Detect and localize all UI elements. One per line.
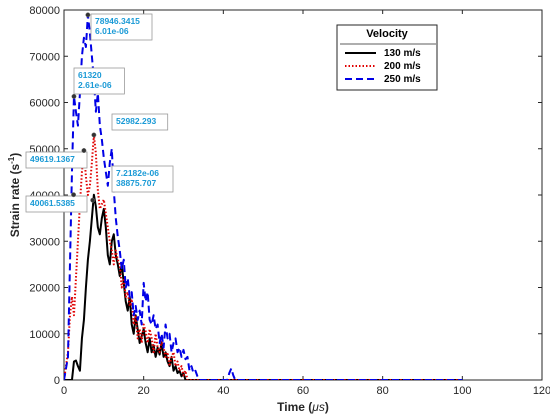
- y-tick-label: 80000: [29, 5, 60, 17]
- datatip-label: 38875.707: [116, 178, 156, 188]
- datatip-marker: [90, 197, 96, 203]
- y-tick-label: 20000: [29, 283, 60, 295]
- datatip-label: 2.61e-06: [78, 80, 112, 90]
- series-line-250: [64, 13, 463, 380]
- y-tick-label: 30000: [29, 236, 60, 248]
- legend-box: [336, 24, 438, 91]
- x-tick-label: 20: [138, 385, 150, 397]
- datatip-marker: [91, 132, 97, 138]
- x-tick-label: 120: [533, 385, 550, 397]
- datatip-box: [73, 67, 125, 95]
- y-tick-label: 0: [54, 375, 60, 387]
- x-tick-label: 60: [297, 385, 309, 397]
- x-tick-label: 80: [377, 385, 389, 397]
- datatip-label: 40061.5385: [30, 198, 75, 208]
- datatip-label: 52982.293: [116, 116, 156, 126]
- datatip-marker: [71, 93, 77, 99]
- y-axis-label: Strain rate (s-1): [7, 153, 22, 237]
- datatip-box: [111, 165, 174, 193]
- legend-title: Velocity: [366, 28, 408, 40]
- datatip-label: 49619.1367: [30, 154, 75, 164]
- legend-entry-130: 130 m/s: [384, 48, 421, 59]
- x-tick-label: 40: [217, 385, 229, 397]
- y-tick-label: 10000: [29, 329, 60, 341]
- datatip-label: 6.01e-06: [95, 26, 129, 36]
- datatip-label: 61320: [78, 70, 102, 80]
- datatip-box: [25, 151, 88, 169]
- datatip-box: [25, 195, 88, 213]
- legend-entry-200: 200 m/s: [384, 61, 421, 72]
- datatip-marker: [85, 12, 91, 18]
- x-tick-label: 0: [61, 385, 67, 397]
- datatip-box: [90, 13, 153, 41]
- series-line-130: [64, 193, 463, 380]
- datatip-label: 7.2182e-06: [116, 168, 159, 178]
- y-tick-label: 70000: [29, 51, 60, 63]
- x-axis-label: Time (μs): [277, 400, 329, 414]
- plot-area: [63, 9, 543, 381]
- datatip-marker: [71, 192, 77, 198]
- legend: Velocity 130 m/s 200 m/s 250 m/s: [336, 24, 438, 91]
- datatip-label: 78946.3415: [95, 16, 140, 26]
- axis-ticks: 0204060801001200100002000030000400005000…: [29, 5, 550, 397]
- legend-entry-250: 250 m/s: [384, 74, 421, 85]
- x-tick-label: 100: [453, 385, 471, 397]
- y-tick-label: 60000: [29, 98, 60, 110]
- series-group: [64, 13, 463, 380]
- series-line-200: [64, 133, 463, 380]
- datatip-box: [111, 113, 169, 131]
- datatip-marker: [81, 148, 87, 153]
